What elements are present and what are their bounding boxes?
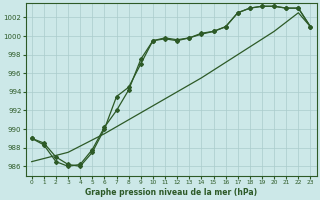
X-axis label: Graphe pression niveau de la mer (hPa): Graphe pression niveau de la mer (hPa) bbox=[85, 188, 257, 197]
